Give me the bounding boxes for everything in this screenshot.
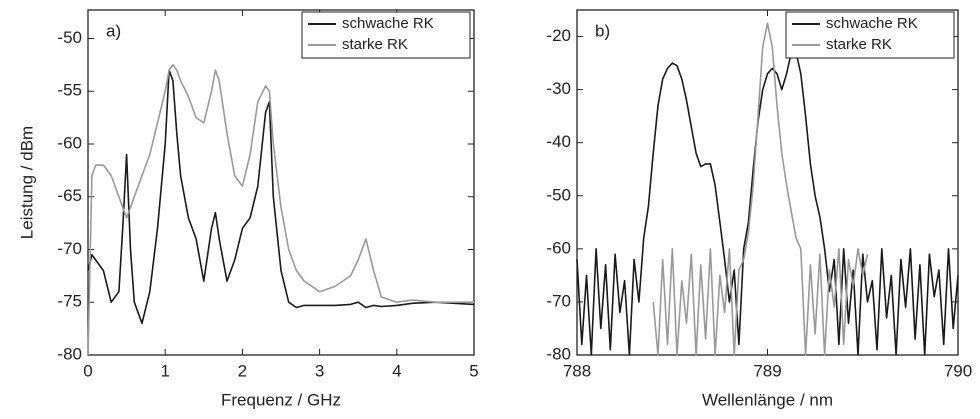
y-tick-label: -50 xyxy=(57,28,82,47)
x-tick-label: 0 xyxy=(83,361,92,380)
series-line xyxy=(652,22,869,356)
legend-label: schwache RK xyxy=(342,15,434,32)
y-tick-label: -30 xyxy=(546,79,571,98)
series-line xyxy=(87,69,475,325)
x-tick-label: 4 xyxy=(392,361,401,380)
x-tick-label: 790 xyxy=(944,361,972,380)
y-tick-label: -75 xyxy=(57,292,82,311)
y-tick-label: -50 xyxy=(546,185,571,204)
panel-label: a) xyxy=(106,21,121,40)
legend-label: schwache RK xyxy=(826,15,918,32)
y-tick-label: -70 xyxy=(57,239,82,258)
legend-label: starke RK xyxy=(342,36,408,53)
y-tick-label: -80 xyxy=(57,344,82,363)
plot-frame xyxy=(87,9,475,356)
x-tick-label: 789 xyxy=(753,361,781,380)
legend-box xyxy=(785,11,955,59)
y-tick-label: -40 xyxy=(546,132,571,151)
series-line xyxy=(87,64,474,356)
y-tick-label: -80 xyxy=(546,344,571,363)
legend-label: starke RK xyxy=(826,36,892,53)
y-tick-label: -55 xyxy=(57,81,82,100)
y-tick-label: -60 xyxy=(57,133,82,152)
y-axis-label: Leistung / dBm xyxy=(17,126,36,239)
plot-frame xyxy=(576,9,959,356)
panel-label: b) xyxy=(595,21,610,40)
x-axis-label: Wellenlänge / nm xyxy=(702,390,833,409)
y-tick-label: -20 xyxy=(546,26,571,45)
legend-box xyxy=(301,11,471,59)
x-tick-label: 1 xyxy=(160,361,169,380)
x-tick-label: 3 xyxy=(315,361,324,380)
x-axis-label: Frequenz / GHz xyxy=(221,390,341,409)
series-line xyxy=(576,51,959,356)
x-tick-label: 788 xyxy=(563,361,591,380)
x-tick-label: 2 xyxy=(238,361,247,380)
y-tick-label: -70 xyxy=(546,291,571,310)
y-tick-label: -65 xyxy=(57,186,82,205)
x-tick-label: 5 xyxy=(469,361,478,380)
y-tick-label: -60 xyxy=(546,238,571,257)
